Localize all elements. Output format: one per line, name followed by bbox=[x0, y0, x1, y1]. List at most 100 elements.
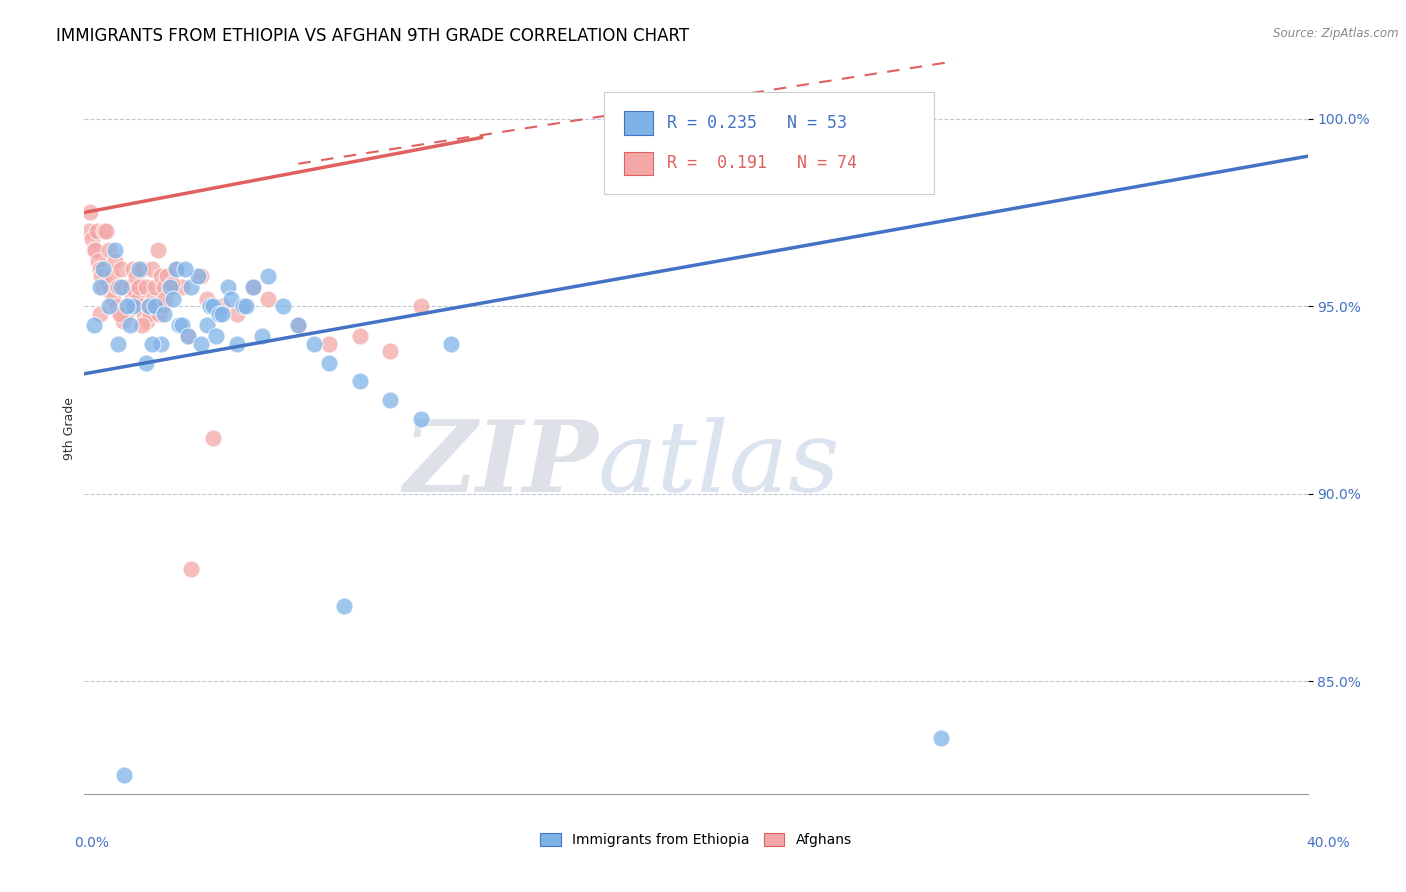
Point bbox=[77, 224, 100, 238]
Point bbox=[89, 307, 111, 321]
Point bbox=[167, 318, 190, 332]
FancyBboxPatch shape bbox=[624, 152, 654, 175]
Point bbox=[198, 299, 221, 313]
Point bbox=[242, 280, 264, 294]
Point bbox=[79, 205, 101, 219]
Point bbox=[226, 307, 249, 321]
Point bbox=[250, 329, 273, 343]
Point bbox=[208, 307, 231, 321]
Point bbox=[120, 280, 142, 294]
Point bbox=[195, 318, 218, 332]
Point bbox=[129, 299, 152, 313]
Point bbox=[409, 299, 432, 313]
Point bbox=[125, 269, 148, 284]
Point bbox=[91, 261, 114, 276]
Point bbox=[112, 768, 135, 782]
Point bbox=[141, 336, 163, 351]
Point bbox=[195, 292, 218, 306]
Point bbox=[80, 232, 103, 246]
Point bbox=[89, 261, 111, 276]
Point bbox=[141, 261, 163, 276]
Point bbox=[211, 307, 233, 321]
Point bbox=[107, 280, 129, 294]
Point bbox=[747, 130, 769, 145]
Text: 0.0%: 0.0% bbox=[75, 836, 108, 850]
Point bbox=[201, 431, 224, 445]
Point bbox=[124, 285, 146, 299]
Point bbox=[97, 299, 120, 313]
Point bbox=[89, 280, 111, 294]
Point bbox=[131, 261, 153, 276]
Point bbox=[101, 269, 124, 284]
Legend: Immigrants from Ethiopia, Afghans: Immigrants from Ethiopia, Afghans bbox=[534, 828, 858, 853]
Point bbox=[110, 261, 132, 276]
Point bbox=[84, 243, 107, 257]
Point bbox=[155, 292, 177, 306]
Point bbox=[132, 307, 155, 321]
Point bbox=[122, 299, 145, 313]
Point bbox=[127, 292, 149, 306]
Point bbox=[165, 261, 187, 276]
Y-axis label: 9th Grade: 9th Grade bbox=[63, 397, 76, 459]
Point bbox=[87, 254, 110, 268]
Point bbox=[257, 269, 280, 284]
Point bbox=[120, 318, 142, 332]
Point bbox=[186, 269, 208, 284]
Point bbox=[159, 280, 181, 294]
Text: 40.0%: 40.0% bbox=[1306, 836, 1351, 850]
Point bbox=[108, 307, 131, 321]
Point bbox=[83, 243, 105, 257]
Point bbox=[104, 254, 127, 268]
Point bbox=[232, 299, 254, 313]
Point bbox=[138, 299, 160, 313]
Point bbox=[110, 280, 132, 294]
Point bbox=[226, 336, 249, 351]
Text: Source: ZipAtlas.com: Source: ZipAtlas.com bbox=[1274, 27, 1399, 40]
Point bbox=[142, 292, 165, 306]
Text: IMMIGRANTS FROM ETHIOPIA VS AFGHAN 9TH GRADE CORRELATION CHART: IMMIGRANTS FROM ETHIOPIA VS AFGHAN 9TH G… bbox=[56, 27, 689, 45]
Point bbox=[128, 280, 150, 294]
Point bbox=[219, 292, 242, 306]
Point bbox=[235, 299, 257, 313]
Point bbox=[131, 318, 153, 332]
Point bbox=[138, 299, 160, 313]
Point bbox=[380, 344, 402, 359]
Text: R = 0.235   N = 53: R = 0.235 N = 53 bbox=[666, 114, 846, 132]
Point bbox=[160, 277, 183, 291]
Point bbox=[114, 307, 136, 321]
Point bbox=[143, 280, 166, 294]
Point bbox=[112, 280, 135, 294]
Point bbox=[115, 299, 138, 313]
Point bbox=[180, 562, 202, 576]
Point bbox=[929, 731, 952, 745]
Point bbox=[180, 280, 202, 294]
FancyBboxPatch shape bbox=[624, 112, 654, 135]
Point bbox=[190, 269, 212, 284]
Point bbox=[103, 292, 125, 306]
Point bbox=[96, 277, 118, 291]
Point bbox=[136, 314, 159, 328]
Point bbox=[257, 292, 280, 306]
Point bbox=[380, 392, 402, 407]
Point bbox=[172, 280, 194, 294]
Point bbox=[97, 243, 120, 257]
Point bbox=[349, 329, 371, 343]
Point bbox=[287, 318, 309, 332]
Text: ZIP: ZIP bbox=[404, 417, 598, 513]
Point bbox=[115, 299, 138, 313]
Point bbox=[177, 329, 200, 343]
Point bbox=[156, 269, 179, 284]
Point bbox=[302, 336, 325, 351]
Point bbox=[165, 261, 187, 276]
Point bbox=[205, 329, 228, 343]
Point bbox=[211, 299, 233, 313]
Point bbox=[90, 269, 112, 284]
Point bbox=[104, 243, 127, 257]
Point bbox=[143, 299, 166, 313]
Point bbox=[148, 307, 170, 321]
Point bbox=[107, 336, 129, 351]
Point bbox=[349, 374, 371, 388]
Point bbox=[94, 224, 117, 238]
Point bbox=[83, 318, 105, 332]
Point bbox=[139, 307, 162, 321]
